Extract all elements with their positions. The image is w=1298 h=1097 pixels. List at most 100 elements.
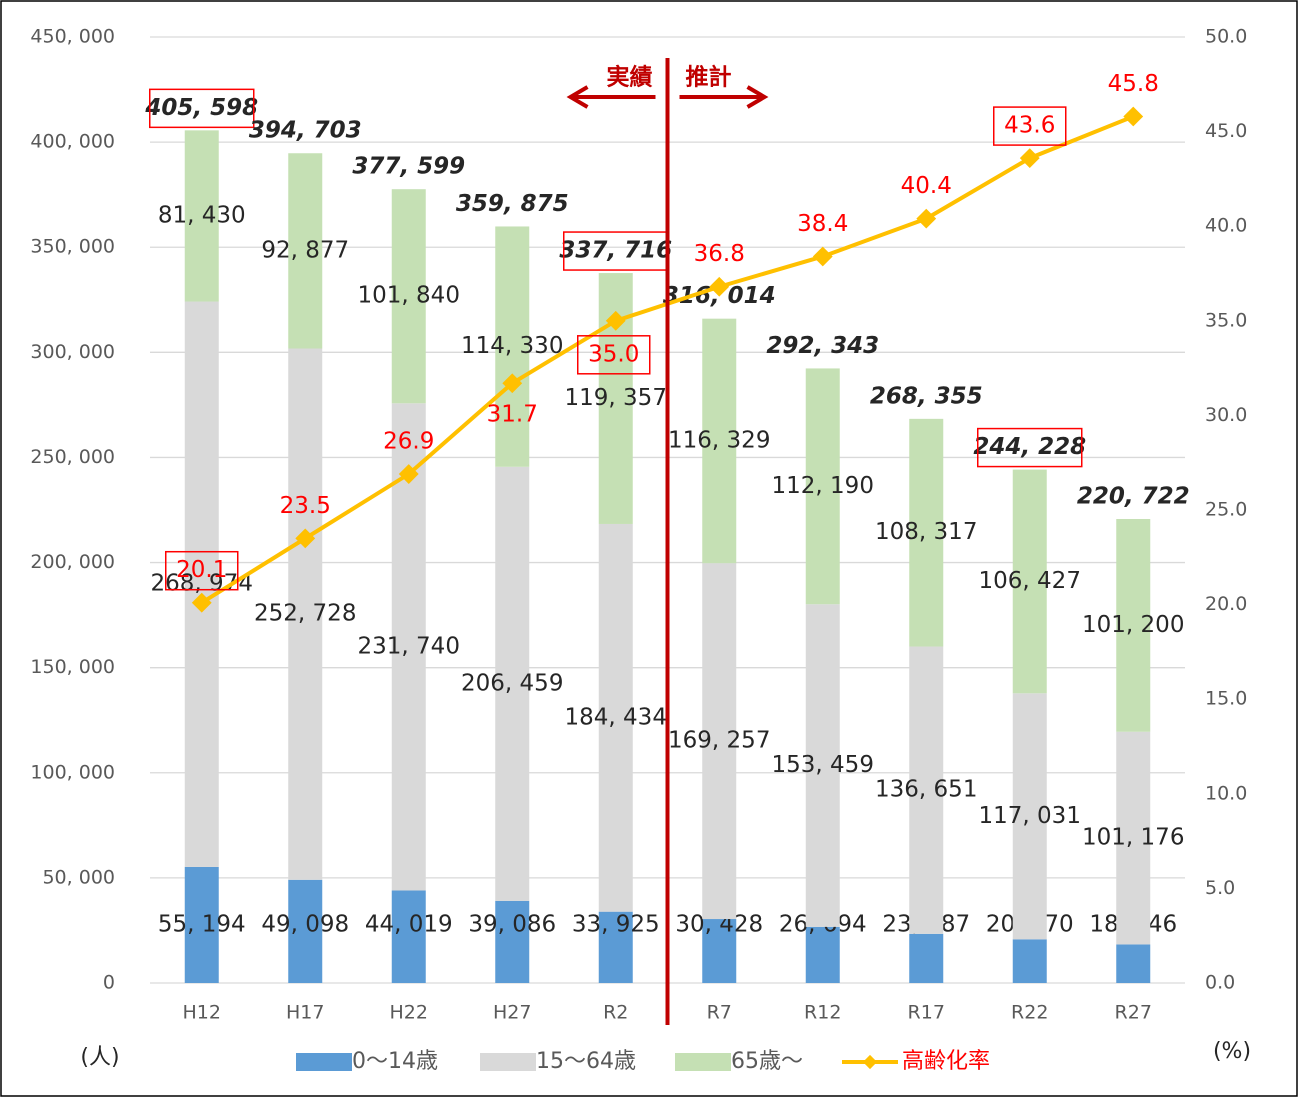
category-label: R12: [804, 1002, 841, 1024]
bar-segment: [288, 153, 323, 349]
rate-marker: [502, 373, 523, 394]
legend-label: 0～14歳: [352, 1049, 438, 1074]
segment-label: 184, 434: [565, 704, 667, 730]
bar-segment: [598, 911, 633, 983]
bar-segment: [495, 900, 530, 983]
rate-marker: [295, 528, 316, 549]
bar-segment: [1116, 518, 1151, 732]
legend-label: 高齢化率: [902, 1049, 990, 1074]
bar-segment: [909, 646, 944, 934]
y2-tick-label: 0.0: [1205, 972, 1235, 994]
category-label: H17: [286, 1002, 324, 1024]
rate-label: 36.8: [694, 241, 745, 267]
legend-label: 65歳～: [731, 1049, 803, 1074]
y-tick-label: 0: [103, 972, 115, 994]
y-tick-label: 450, 000: [30, 26, 115, 48]
bar-segment: [391, 403, 426, 891]
bar-segment: [1012, 939, 1047, 983]
highlight-box: [577, 335, 651, 375]
segment-label: 252, 728: [254, 601, 356, 627]
y-tick-label: 150, 000: [30, 656, 115, 678]
category-label: H27: [493, 1002, 531, 1024]
rate-label: 45.8: [1108, 71, 1159, 97]
category-label: R22: [1011, 1002, 1048, 1024]
y-axis-unit: (人): [80, 1045, 119, 1070]
segment-label: 206, 459: [461, 670, 563, 696]
legend-swatch: [296, 1053, 352, 1071]
highlight-box: [165, 550, 239, 591]
segment-label: 112, 190: [772, 473, 874, 499]
total-label: 405, 598: [144, 95, 258, 121]
bar-segment: [1116, 731, 1151, 945]
y-tick-label: 250, 000: [30, 446, 115, 468]
rate-marker: [1019, 148, 1040, 168]
y-tick-label: 300, 000: [30, 341, 115, 363]
rate-label: 40.4: [901, 173, 952, 199]
rate-marker: [398, 464, 419, 484]
bar-segment: [805, 604, 840, 927]
rate-label: 23.5: [280, 493, 331, 519]
total-label: 292, 343: [766, 333, 879, 359]
bar-segment: [909, 933, 944, 983]
rate-marker: [1123, 106, 1144, 127]
bar-segment: [805, 368, 840, 605]
segment-label: 119, 357: [565, 385, 667, 411]
segment-label: 101, 200: [1082, 612, 1184, 638]
total-label: 337, 716: [559, 238, 672, 264]
category-label: R7: [707, 1002, 732, 1024]
annotation: 実績: [607, 64, 653, 91]
annotation: 推計: [686, 64, 732, 91]
segment-label: 92, 877: [261, 237, 349, 263]
y2-tick-label: 20.0: [1205, 593, 1247, 615]
y-tick-label: 100, 000: [30, 761, 115, 783]
bar-segment: [391, 189, 426, 404]
legend-label: 15～64歳: [536, 1049, 636, 1074]
segment-label: 101, 176: [1082, 825, 1184, 851]
arrow: [566, 85, 656, 109]
rate-label: 35.0: [588, 341, 639, 367]
bar-segment: [184, 130, 219, 302]
legend-swatch: [480, 1053, 536, 1071]
total-label: 220, 722: [1077, 483, 1190, 509]
y2-tick-label: 10.0: [1205, 782, 1247, 804]
bar-segment: [495, 226, 530, 467]
segment-label: 108, 317: [875, 519, 977, 545]
rate-label: 26.9: [383, 429, 434, 455]
total-label: 244, 228: [973, 434, 1086, 460]
total-label: 268, 355: [870, 383, 983, 409]
rate-label: 20.1: [176, 557, 227, 583]
segment-label: 169, 257: [668, 728, 770, 754]
bar-segment: [909, 418, 944, 647]
arrow: [679, 85, 769, 109]
legend-marker: [862, 1054, 878, 1070]
highlight-box: [149, 88, 255, 129]
rate-marker: [605, 310, 626, 331]
segment-label: 101, 840: [358, 283, 460, 309]
bar-segment: [184, 301, 219, 867]
bar-segment: [288, 879, 323, 983]
y2-tick-label: 25.0: [1205, 499, 1247, 521]
y2-tick-label: 50.0: [1205, 26, 1247, 48]
y2-tick-label: 40.0: [1205, 215, 1247, 237]
total-label: 377, 599: [352, 154, 465, 180]
y-tick-label: 50, 000: [42, 866, 115, 888]
y2-tick-label: 35.0: [1205, 309, 1247, 331]
highlight-box: [977, 427, 1083, 468]
segment-label: 117, 031: [979, 803, 1081, 829]
category-label: H12: [183, 1002, 221, 1024]
highlight-box: [993, 106, 1067, 146]
y2-axis-unit: (%): [1213, 1039, 1251, 1064]
bar-segment: [805, 926, 840, 983]
segment-label: 136, 651: [875, 777, 977, 803]
segment-label: 153, 459: [772, 752, 874, 778]
y-tick-label: 400, 000: [30, 131, 115, 153]
bar-segment: [702, 318, 737, 564]
bar-segment: [391, 890, 426, 983]
rate-label: 31.7: [487, 402, 538, 428]
bar-segment: [1012, 693, 1047, 940]
category-label: R17: [908, 1002, 945, 1024]
category-label: R27: [1115, 1002, 1152, 1024]
bar-segment: [702, 919, 737, 983]
y2-tick-label: 15.0: [1205, 688, 1247, 710]
